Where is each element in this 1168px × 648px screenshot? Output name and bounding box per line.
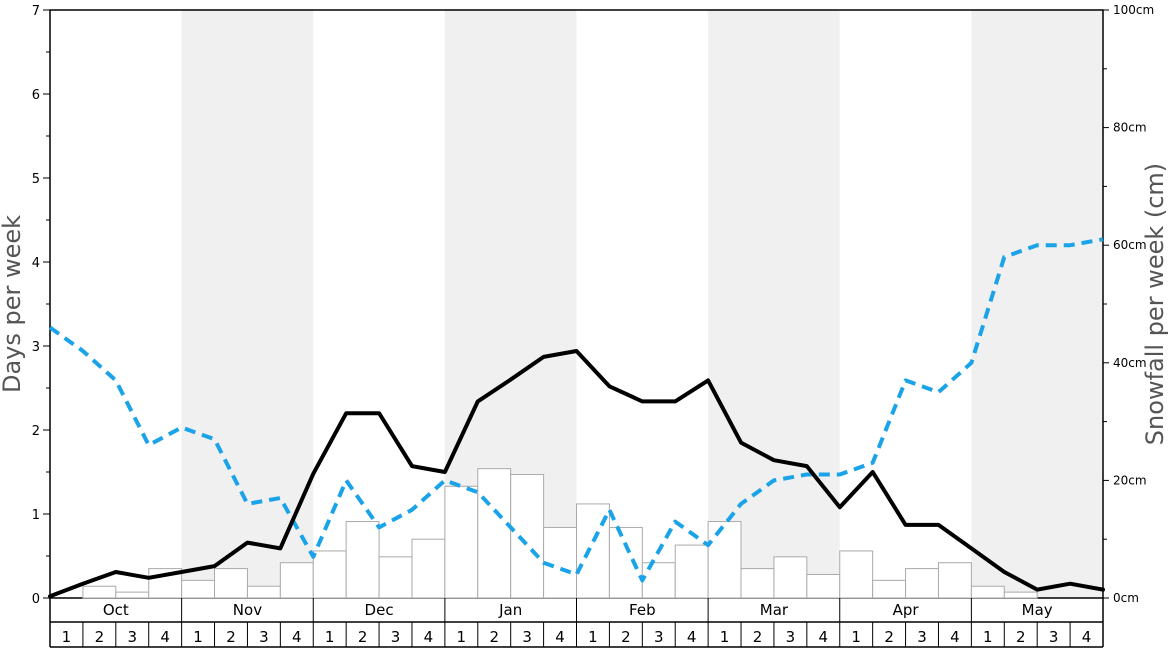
week-label: 3 <box>522 628 532 646</box>
week-label: 1 <box>457 628 467 646</box>
snowfall-bar <box>510 474 545 599</box>
week-label: 1 <box>325 628 335 646</box>
dashed-series-line <box>48 237 1104 583</box>
y2-axis-title: Snowfall per week (cm) <box>1141 163 1168 445</box>
y2-tick-label: 100cm <box>1113 3 1154 17</box>
snowfall-bar <box>411 538 446 599</box>
week-label: 1 <box>720 628 730 646</box>
snowfall-bar <box>1003 591 1038 599</box>
y-tick-label: 1 <box>32 508 40 523</box>
week-label: 1 <box>588 628 598 646</box>
snowfall-bar <box>477 468 512 599</box>
snowfall-bar <box>246 585 281 599</box>
week-label: 2 <box>95 628 105 646</box>
month-band <box>708 10 840 598</box>
snowfall-bar <box>576 503 610 599</box>
week-label: 4 <box>819 628 829 646</box>
month-label: Nov <box>233 601 262 619</box>
snowfall-bar <box>937 562 972 599</box>
month-label: Apr <box>893 601 920 619</box>
snowfall-bar <box>740 568 775 599</box>
lines-layer <box>48 237 1105 599</box>
snowfall-bar <box>82 585 117 599</box>
y-tick-label: 2 <box>32 424 40 439</box>
y-tick-label: 7 <box>32 4 40 19</box>
week-label: 1 <box>851 628 861 646</box>
month-label: May <box>1022 601 1053 619</box>
week-label: 3 <box>391 628 401 646</box>
snowfall-bar <box>214 568 248 599</box>
week-label: 2 <box>226 628 236 646</box>
week-label: 4 <box>424 628 434 646</box>
snowfall-bar <box>970 585 1005 599</box>
left-axis: 0 1 2 3 4 5 6 7 <box>32 4 50 607</box>
days-series-line <box>48 349 1105 599</box>
y-tick-label: 4 <box>32 256 40 271</box>
y-tick-label: 0 <box>32 592 40 607</box>
week-label: 2 <box>621 628 631 646</box>
snowfall-bar <box>181 579 216 599</box>
y-tick-label: 6 <box>32 88 40 103</box>
snowfall-bar <box>905 568 939 599</box>
snowfall-bar <box>378 556 413 599</box>
week-label: 4 <box>292 628 302 646</box>
week-label: 3 <box>259 628 269 646</box>
week-label: 1 <box>62 628 72 646</box>
y2-tick-label: 60cm <box>1113 238 1147 252</box>
month-label: Jan <box>498 601 522 619</box>
y2-tick-label: 80cm <box>1113 121 1147 135</box>
week-label: 2 <box>753 628 763 646</box>
snowfall-bar <box>608 526 643 599</box>
snowfall-bar <box>839 550 874 599</box>
snowfall-bar <box>773 556 808 599</box>
snowfall-bar <box>674 544 709 599</box>
week-label: 4 <box>1082 628 1092 646</box>
snowfall-bars <box>82 468 1038 599</box>
y-tick-label: 5 <box>32 172 40 187</box>
snowfall-bar <box>872 579 907 599</box>
week-label: 3 <box>654 628 664 646</box>
y2-tick-label: 40cm <box>1113 356 1147 370</box>
week-label: 2 <box>884 628 894 646</box>
y-tick-label: 3 <box>32 340 40 355</box>
y2-tick-label: 0cm <box>1113 591 1139 605</box>
y2-tick-label: 20cm <box>1113 473 1147 487</box>
y-axis-title: Days per week <box>0 215 26 393</box>
right-axis: 0cm 20cm 40cm 60cm 80cm 100cm <box>1103 3 1154 605</box>
month-label: Oct <box>103 601 129 619</box>
snowfall-bar <box>444 485 479 599</box>
week-label: 3 <box>127 628 137 646</box>
snowfall-bar <box>806 573 841 599</box>
week-label: 4 <box>555 628 565 646</box>
month-band <box>181 10 314 598</box>
week-label: 2 <box>1016 628 1026 646</box>
week-label: 1 <box>983 628 993 646</box>
week-label: 1 <box>193 628 203 646</box>
week-label: 4 <box>160 628 170 646</box>
week-label: 4 <box>687 628 697 646</box>
snowfall-bar <box>312 550 347 599</box>
month-band <box>971 10 1103 598</box>
snowfall-bar <box>115 591 150 599</box>
week-label: 2 <box>358 628 368 646</box>
week-label: 4 <box>950 628 960 646</box>
month-bands <box>181 10 1103 598</box>
snowfall-bar <box>279 562 314 599</box>
month-label: Dec <box>365 601 394 619</box>
week-label: 3 <box>917 628 927 646</box>
week-label: 3 <box>786 628 796 646</box>
snowfall-bar <box>345 521 380 599</box>
month-label: Feb <box>629 601 656 619</box>
week-label: 2 <box>489 628 499 646</box>
snowfall-bar <box>707 521 742 599</box>
week-label: 3 <box>1049 628 1059 646</box>
x-axis: Oct 1 2 3 4 Nov 1 2 3 4 Dec 1 2 3 4 Jan 1 2 3 4 Feb 1 2 3 4 Mar 1 2… <box>49 598 1104 648</box>
month-label: Mar <box>760 601 789 619</box>
